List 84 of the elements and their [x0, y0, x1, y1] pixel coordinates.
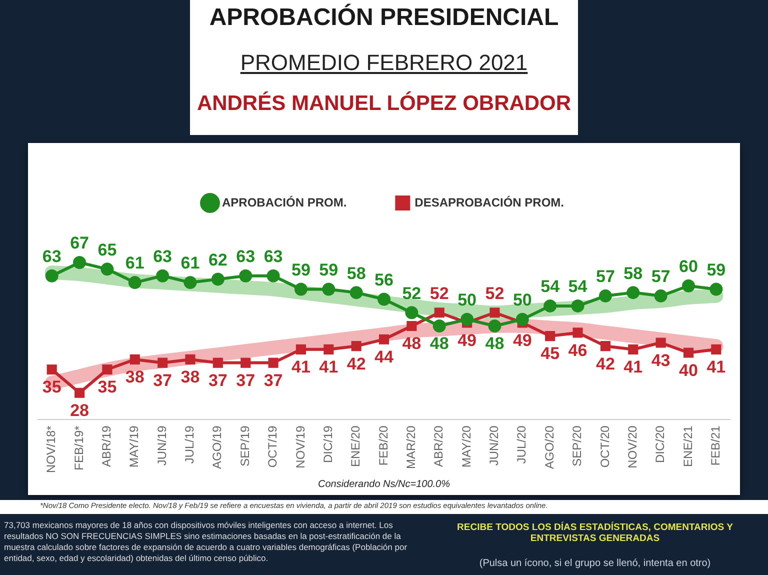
data-label: 48 — [485, 334, 504, 354]
x-tick-label: FEB/21 — [708, 425, 722, 466]
chart-subtitle: PROMEDIO FEBRERO 2021 — [239, 50, 529, 76]
data-label: 60 — [679, 257, 698, 276]
data-label: 37 — [236, 370, 256, 390]
data-label: 57 — [651, 267, 670, 286]
data-label: 37 — [208, 370, 228, 390]
x-tick-label: MAY/19 — [127, 425, 142, 468]
x-tick-label: NOV/19 — [293, 425, 308, 468]
text: RECIBE TODOS LOS DÍAS ESTADÍSTICAS, COMENTARIOS Y ENTREVISTAS GENERADAS — [456, 522, 734, 544]
data-label: 54 — [568, 277, 588, 296]
data-label: 37 — [153, 370, 172, 390]
data-label: 63 — [42, 247, 62, 266]
data-label: 46 — [568, 340, 588, 360]
x-tick-label: JUL/20 — [514, 425, 529, 464]
data-label: 48 — [430, 334, 449, 354]
x-tick-label: SEP/20 — [570, 425, 584, 466]
data-label: 28 — [70, 401, 89, 420]
data-label: 57 — [596, 267, 615, 286]
legend-label: DESAPROBACIÓN PROM. — [414, 195, 564, 210]
data-label: 35 — [42, 378, 62, 397]
data-label: 41 — [319, 358, 338, 377]
x-tick-label: ABR/19 — [100, 425, 114, 468]
data-label: 52 — [485, 284, 504, 303]
x-tick-label: JUL/19 — [182, 425, 197, 464]
x-tick-label: FEB/19* — [72, 425, 86, 470]
text: ANDRÉS MANUEL LÓPEZ OBRADOR — [196, 92, 572, 116]
x-tick-label: DIC/20 — [653, 425, 668, 464]
data-label: 61 — [125, 254, 144, 273]
data-label: 63 — [236, 247, 256, 266]
data-label: 49 — [458, 330, 476, 350]
data-label: 44 — [374, 348, 394, 367]
x-tick-label: AGO/19 — [210, 425, 224, 470]
data-label: 49 — [512, 330, 532, 350]
data-label: 52 — [402, 284, 422, 303]
x-tick-label: DIC/19 — [320, 425, 335, 464]
x-tick-label: OCT/19 — [266, 425, 280, 468]
data-label: 37 — [264, 370, 283, 390]
data-label: 67 — [70, 234, 89, 253]
data-label: 63 — [264, 247, 283, 266]
data-label: 43 — [651, 350, 670, 370]
data-label: 54 — [540, 277, 560, 296]
x-tick-label: ENE/20 — [348, 425, 363, 468]
x-tick-label: MAR/20 — [404, 425, 418, 470]
x-tick-label: ENE/21 — [680, 425, 695, 468]
data-label: 61 — [180, 254, 200, 273]
x-tick-label: JUN/19 — [154, 425, 169, 466]
x-tick-label: JUN/20 — [487, 425, 502, 466]
text: Considerando Ns/Nc=100.0% — [316, 479, 452, 490]
data-label: 40 — [679, 360, 698, 380]
x-tick-label: ABR/20 — [432, 425, 446, 468]
data-label: 62 — [208, 250, 228, 270]
data-label: 42 — [596, 354, 615, 374]
data-label: 38 — [125, 368, 144, 387]
x-tick-label: NOV/20 — [625, 425, 640, 468]
data-label: 45 — [540, 344, 560, 364]
data-label: 52 — [430, 284, 449, 303]
data-label: 48 — [402, 334, 422, 354]
x-tick-label: AGO/20 — [542, 425, 556, 470]
data-label: 56 — [374, 270, 394, 290]
data-label: 38 — [180, 368, 200, 387]
data-label: 50 — [458, 290, 476, 310]
x-tick-label: SEP/19 — [238, 425, 252, 466]
data-label: 41 — [706, 358, 726, 377]
data-label: 58 — [624, 264, 643, 283]
data-label: 59 — [319, 260, 338, 280]
x-tick-label: NOV/18* — [44, 425, 58, 474]
data-label: 50 — [512, 290, 532, 310]
data-label: 65 — [98, 240, 117, 260]
data-label: 63 — [153, 247, 172, 266]
x-tick-label: OCT/20 — [598, 425, 612, 468]
text: (Pulsa un ícono, si el grupo se llenó, intenta en otro) — [478, 558, 712, 569]
data-label: 35 — [98, 378, 117, 397]
data-label: 59 — [706, 260, 726, 280]
x-tick-label: FEB/20 — [376, 425, 390, 466]
data-label: 59 — [292, 260, 310, 280]
chart-title: APROBACIÓN PRESIDENCIAL — [208, 4, 560, 32]
data-label: 41 — [292, 358, 310, 377]
data-label: 58 — [346, 264, 366, 283]
legend-label: APROBACIÓN PROM. — [222, 195, 347, 210]
text: 73,703 mexicanos mayores de 18 años con dispositivos móviles inteligentes con acceso a internet. Los resultados NO SON FRECUENCIAS SIMPLES sino estimaciones basadas en la post-estratificación de la muestra calculado sobre factores de expansión de acuerdo a cuatro variables demográficas (Población por entidad, sexo, edad y escolaridad) obtenidas del último censo público. — [4, 520, 408, 564]
data-label: 42 — [346, 354, 366, 374]
data-label: 41 — [624, 358, 643, 377]
x-tick-label: MAY/20 — [459, 425, 474, 468]
